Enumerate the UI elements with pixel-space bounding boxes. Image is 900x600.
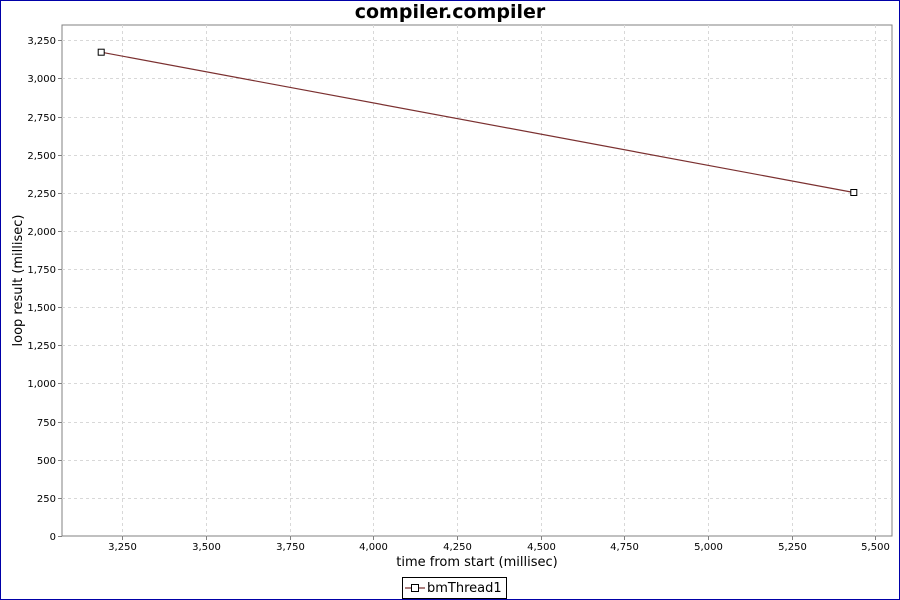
x-tick-label: 3,750 bbox=[276, 542, 305, 553]
legend-label: bmThread1 bbox=[427, 580, 502, 596]
y-axis-title: loop result (millisec) bbox=[11, 215, 26, 347]
y-tick-label: 2,750 bbox=[27, 113, 56, 124]
data-point-marker bbox=[850, 189, 858, 196]
legend-swatch-icon bbox=[405, 584, 425, 592]
y-tick-label: 3,000 bbox=[27, 74, 56, 85]
legend: bmThread1 bbox=[402, 577, 507, 599]
x-tick-label: 4,750 bbox=[610, 542, 639, 553]
plot-area bbox=[61, 24, 893, 537]
y-tick-label: 1,000 bbox=[27, 379, 56, 390]
x-tick-label: 5,250 bbox=[778, 542, 807, 553]
x-tick-label: 4,250 bbox=[443, 542, 472, 553]
x-tick-label: 3,250 bbox=[108, 542, 137, 553]
axis-ticks: 0 250 500 750 1,000 1,250 1,500 1,750 2,000 2,250… bbox=[27, 36, 889, 553]
y-tick-label: 2,000 bbox=[27, 227, 56, 238]
x-tick-label: 4,500 bbox=[527, 542, 556, 553]
series-layer bbox=[97, 48, 858, 196]
y-tick-label: 0 bbox=[50, 532, 56, 543]
y-tick-label: 1,250 bbox=[27, 341, 56, 352]
y-tick-label: 1,750 bbox=[27, 265, 56, 276]
y-tick-label: 2,250 bbox=[27, 189, 56, 200]
series-line bbox=[101, 51, 854, 194]
y-tick-label: 750 bbox=[37, 418, 56, 429]
data-point-marker bbox=[97, 48, 105, 56]
x-axis-title: time from start (millisec) bbox=[396, 555, 557, 570]
y-tick-label: 500 bbox=[37, 456, 56, 467]
x-tick-label: 5,000 bbox=[694, 542, 723, 553]
x-tick-label: 4,000 bbox=[359, 542, 388, 553]
y-tick-label: 250 bbox=[37, 494, 56, 505]
x-tick-label: 3,500 bbox=[192, 542, 221, 553]
chart-title: compiler.compiler bbox=[354, 1, 546, 23]
grid-lines bbox=[62, 25, 892, 536]
x-tick-label: 5,500 bbox=[861, 542, 890, 553]
y-tick-label: 2,500 bbox=[27, 151, 56, 162]
y-tick-label: 3,250 bbox=[27, 36, 56, 47]
y-tick-label: 1,500 bbox=[27, 303, 56, 314]
